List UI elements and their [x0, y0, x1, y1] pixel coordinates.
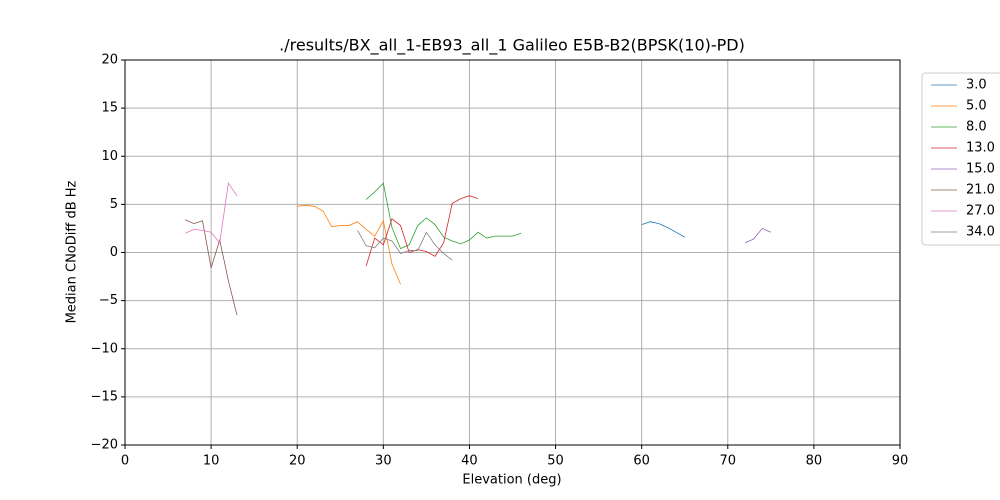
legend-label: 21.0	[966, 183, 995, 198]
x-tick-label: 40	[461, 454, 478, 469]
x-tick-label: 60	[633, 454, 650, 469]
data-line	[297, 204, 401, 285]
y-tick-label: 20	[101, 53, 118, 68]
data-line	[185, 219, 238, 316]
legend-box	[921, 72, 1000, 246]
x-tick-label: 70	[720, 454, 737, 469]
y-tick-label: −10	[91, 341, 118, 356]
y-tick-label: 15	[101, 101, 118, 116]
data-line	[365, 195, 479, 267]
y-axis-label: Median CNoDiff dB Hz	[65, 180, 80, 323]
data-line	[641, 221, 685, 238]
chart-title: ./results/BX_all_1-EB93_all_1 Galileo E5…	[279, 36, 745, 56]
data-line	[744, 227, 771, 244]
y-tick-label: −20	[91, 438, 118, 453]
legend-label: 15.0	[966, 162, 995, 177]
legend-label: 13.0	[966, 141, 995, 156]
y-tick-label: 5	[110, 197, 118, 212]
y-tick-label: −5	[99, 293, 118, 308]
x-tick-label: 50	[547, 454, 564, 469]
x-tick-label: 10	[203, 454, 220, 469]
x-tick-label: 30	[375, 454, 392, 469]
legend-label: 5.0	[966, 99, 987, 114]
x-tick-label: 0	[121, 454, 129, 469]
legend-label: 8.0	[966, 120, 987, 135]
legend-label: 3.0	[966, 78, 987, 93]
data-line	[357, 230, 453, 261]
x-axis-label: Elevation (deg)	[462, 473, 561, 488]
x-tick-label: 20	[289, 454, 306, 469]
y-tick-label: 10	[101, 149, 118, 164]
data-line	[185, 182, 238, 244]
y-tick-label: 0	[110, 245, 118, 260]
legend-label: 27.0	[966, 204, 995, 219]
y-tick-label: −15	[91, 389, 118, 404]
plot-frame	[124, 59, 901, 446]
legend-label: 34.0	[966, 225, 995, 240]
x-tick-label: 90	[892, 454, 909, 469]
x-tick-label: 80	[806, 454, 823, 469]
data-line	[365, 182, 522, 250]
